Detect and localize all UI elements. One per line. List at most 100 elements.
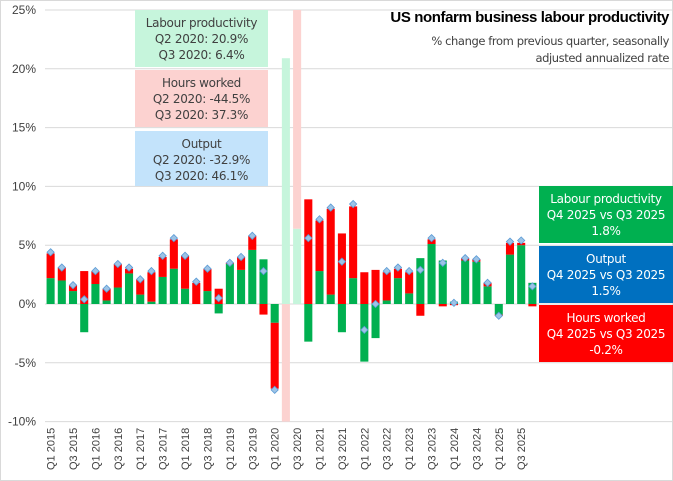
- x-tick-label: Q3 2025: [516, 428, 528, 470]
- annotation-line: Hours worked: [162, 76, 241, 90]
- marker-output-Q2-2016: [102, 284, 111, 293]
- bar-productivity-Q2-2022: [371, 304, 380, 339]
- bar-hours-Q4-2022: [393, 268, 402, 279]
- bar-productivity-Q3-2016: [113, 287, 122, 304]
- x-tick-label: Q1 2022: [359, 428, 371, 470]
- marker-output-Q4-2015: [80, 295, 89, 304]
- bar-hours-Q1-2021: [315, 220, 324, 272]
- marker-output-Q1-2023: [404, 266, 414, 276]
- bar-productivity-Q2-2017: [147, 301, 156, 304]
- bar-hours-Q2-2015: [57, 267, 66, 281]
- bar-productivity-Q3-2023: [427, 244, 436, 304]
- bar-productivity-Q2-2021: [326, 294, 335, 304]
- bar-hours-Q2-2021: [326, 208, 335, 295]
- bar-hours-Q3-2016: [113, 264, 122, 288]
- marker-output-Q2-2024: [461, 253, 470, 263]
- annotation-covid-hours: Hours worked Q2 2020: -44.5% Q3 2020: 37…: [135, 70, 268, 127]
- bar-productivity-Q3-2024: [472, 261, 481, 304]
- x-tick-label: Q1 2019: [225, 428, 237, 470]
- bar-productivity-Q3-2019: [248, 249, 257, 304]
- bar-productivity-Q1-2016: [91, 284, 100, 304]
- bar-productivity-Q3-2022: [382, 300, 391, 304]
- annotation-line: Output: [586, 252, 626, 266]
- marker-output-Q1-2018: [180, 251, 190, 260]
- marker-output-Q1-2017: [136, 275, 145, 284]
- outlier-bars: [281, 10, 302, 422]
- bar-productivity-Q2-2020: [281, 58, 290, 304]
- marker-output-Q2-2023: [416, 265, 425, 275]
- annotation-line: Hours worked: [566, 311, 646, 325]
- y-tick-label: 15%: [12, 121, 36, 135]
- bar-hours-Q2-2018: [192, 282, 201, 304]
- bar-hours-Q4-2019: [259, 304, 268, 315]
- marker-output-Q4-2018: [214, 293, 223, 303]
- annotation-line: 1.8%: [591, 224, 621, 238]
- marker-output-Q4-2022: [393, 263, 403, 272]
- bar-productivity-Q3-2017: [158, 276, 167, 304]
- marker-output-Q3-2024: [472, 255, 481, 264]
- bar-productivity-Q3-2021: [337, 304, 346, 333]
- bar-hours-Q4-2023: [438, 304, 447, 307]
- annotation-latest-productivity: Labour productivity Q4 2025 vs Q3 2025 1…: [539, 186, 673, 243]
- marker-output-Q4-2019: [259, 266, 268, 276]
- bar-hours-Q2-2016: [102, 288, 111, 301]
- output-markers: [46, 199, 537, 395]
- marker-output-Q4-2025: [528, 282, 537, 291]
- bar-productivity-Q4-2025: [528, 282, 537, 304]
- y-tick-label: 20%: [12, 62, 36, 76]
- bar-productivity-Q1-2015: [46, 278, 55, 304]
- bar-hours-Q3-2018: [203, 268, 212, 292]
- annotation-line: Q4 2025 vs Q3 2025: [546, 327, 666, 341]
- x-tick-label: Q1 2021: [315, 428, 327, 470]
- bar-productivity-Q4-2018: [214, 304, 223, 314]
- bar-productivity-Q1-2020: [270, 304, 279, 323]
- bar-productivity-Q2-2023: [416, 258, 425, 304]
- bar-productivity-Q4-2015: [80, 304, 89, 333]
- bar-hours-Q4-2025: [528, 304, 537, 307]
- bar-hours-Q1-2022: [360, 272, 369, 304]
- bar-productivity-Q4-2020: [304, 304, 313, 342]
- marker-output-Q3-2021: [337, 257, 347, 266]
- x-tick-label: Q3 2021: [337, 428, 349, 470]
- bar-hours-Q2-2019: [237, 256, 246, 270]
- bar-hours-Q4-2015: [80, 271, 89, 304]
- bar-productivity-Q2-2015: [57, 280, 66, 304]
- bar-productivity-Q1-2019: [225, 264, 234, 304]
- bar-productivity-Q4-2022: [393, 278, 402, 304]
- x-tick-label: Q1 2017: [135, 428, 147, 470]
- y-tick-label: 10%: [12, 179, 36, 193]
- marker-output-Q3-2016: [113, 259, 122, 269]
- marker-output-Q3-2022: [382, 266, 391, 276]
- y-tick-label: 25%: [12, 3, 36, 17]
- marker-output-Q2-2015: [57, 263, 66, 272]
- marker-output-Q1-2022: [360, 325, 369, 335]
- annotation-line: Q3 2020: 37.3%: [154, 108, 249, 122]
- x-tick-label: Q3 2015: [68, 428, 80, 470]
- marker-output-Q1-2019: [225, 258, 235, 268]
- bar-hours-Q1-2020: [270, 322, 279, 389]
- bar-hours-Q2-2020: [281, 304, 290, 422]
- annotation-line: -0.2%: [589, 343, 623, 357]
- bar-hours-Q2-2017: [147, 272, 156, 302]
- x-tick-label: Q1 2018: [180, 428, 192, 470]
- marker-output-Q3-2025: [517, 236, 526, 245]
- bar-productivity-Q2-2016: [102, 300, 111, 304]
- bar-hours-Q1-2016: [91, 271, 100, 285]
- bar-hours-Q4-2021: [349, 206, 358, 279]
- x-tick-label: Q3 2019: [247, 428, 259, 470]
- annotation-line: Labour productivity: [550, 192, 662, 206]
- annotation-line: Q3 2020: 46.1%: [154, 169, 249, 183]
- annotation-covid-output: Output Q2 2020: -32.9% Q3 2020: 46.1%: [135, 131, 268, 186]
- annotation-covid-productivity: Labour productivity Q2 2020: 20.9% Q3 20…: [135, 10, 268, 67]
- bar-productivity-Q2-2024: [461, 260, 470, 304]
- y-tick-label: -5%: [15, 356, 37, 370]
- x-tick-label: Q3 2020: [292, 428, 304, 470]
- marker-output-Q2-2022: [371, 299, 380, 309]
- bar-hours-Q3-2019: [248, 235, 257, 250]
- bar-productivity-Q3-2020: [293, 228, 302, 304]
- bar-productivity-Q2-2019: [237, 269, 246, 304]
- x-tick-label: Q1 2024: [449, 428, 461, 470]
- bar-productivity-Q1-2023: [405, 293, 414, 304]
- annotation-line: Q2 2020: -44.5%: [152, 92, 251, 106]
- annotation-line: 1.5%: [591, 284, 621, 298]
